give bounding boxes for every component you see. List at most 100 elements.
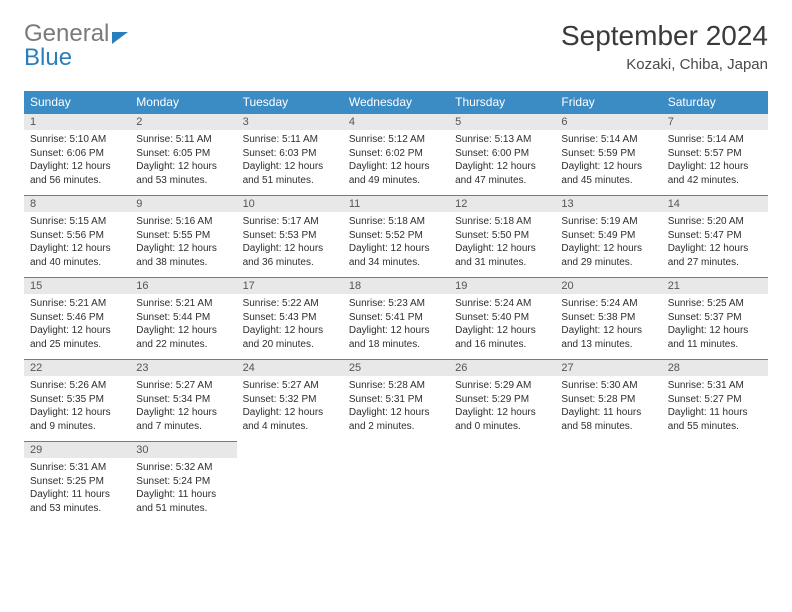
day-line-d1: Daylight: 12 hours [243, 242, 337, 256]
day-number: 5 [449, 114, 555, 130]
day-details: Sunrise: 5:24 AMSunset: 5:40 PMDaylight:… [449, 294, 555, 355]
day-line-ss: Sunset: 5:53 PM [243, 229, 337, 243]
day-line-ss: Sunset: 5:40 PM [455, 311, 549, 325]
calendar-day-cell: 26Sunrise: 5:29 AMSunset: 5:29 PMDayligh… [449, 360, 555, 442]
day-number: 27 [555, 360, 661, 376]
day-line-sr: Sunrise: 5:18 AM [349, 215, 443, 229]
day-line-ss: Sunset: 6:03 PM [243, 147, 337, 161]
calendar-week-row: 29Sunrise: 5:31 AMSunset: 5:25 PMDayligh… [24, 442, 768, 524]
day-line-ss: Sunset: 5:56 PM [30, 229, 124, 243]
day-number: 15 [24, 278, 130, 294]
day-details: Sunrise: 5:15 AMSunset: 5:56 PMDaylight:… [24, 212, 130, 273]
day-line-sr: Sunrise: 5:24 AM [561, 297, 655, 311]
day-line-sr: Sunrise: 5:17 AM [243, 215, 337, 229]
day-line-d1: Daylight: 12 hours [349, 324, 443, 338]
day-details: Sunrise: 5:25 AMSunset: 5:37 PMDaylight:… [662, 294, 768, 355]
calendar-day-cell: 2Sunrise: 5:11 AMSunset: 6:05 PMDaylight… [130, 114, 236, 196]
day-line-d2: and 7 minutes. [136, 420, 230, 434]
day-line-ss: Sunset: 6:00 PM [455, 147, 549, 161]
day-line-d2: and 20 minutes. [243, 338, 337, 352]
day-line-sr: Sunrise: 5:18 AM [455, 215, 549, 229]
day-line-sr: Sunrise: 5:21 AM [136, 297, 230, 311]
calendar-table: SundayMondayTuesdayWednesdayThursdayFrid… [24, 91, 768, 524]
calendar-day-cell: 9Sunrise: 5:16 AMSunset: 5:55 PMDaylight… [130, 196, 236, 278]
day-number: 3 [237, 114, 343, 130]
day-line-ss: Sunset: 5:46 PM [30, 311, 124, 325]
day-details: Sunrise: 5:27 AMSunset: 5:34 PMDaylight:… [130, 376, 236, 437]
day-line-ss: Sunset: 5:28 PM [561, 393, 655, 407]
day-details: Sunrise: 5:31 AMSunset: 5:27 PMDaylight:… [662, 376, 768, 437]
day-number: 25 [343, 360, 449, 376]
day-line-d1: Daylight: 12 hours [455, 160, 549, 174]
day-line-d1: Daylight: 12 hours [668, 324, 762, 338]
day-line-d2: and 11 minutes. [668, 338, 762, 352]
calendar-day-cell: 20Sunrise: 5:24 AMSunset: 5:38 PMDayligh… [555, 278, 661, 360]
calendar-day-cell: 29Sunrise: 5:31 AMSunset: 5:25 PMDayligh… [24, 442, 130, 524]
day-line-ss: Sunset: 5:25 PM [30, 475, 124, 489]
day-number: 20 [555, 278, 661, 294]
calendar-day-cell: 8Sunrise: 5:15 AMSunset: 5:56 PMDaylight… [24, 196, 130, 278]
weekday-header: Friday [555, 91, 661, 114]
calendar-day-cell: 30Sunrise: 5:32 AMSunset: 5:24 PMDayligh… [130, 442, 236, 524]
day-line-sr: Sunrise: 5:15 AM [30, 215, 124, 229]
day-details: Sunrise: 5:23 AMSunset: 5:41 PMDaylight:… [343, 294, 449, 355]
day-line-sr: Sunrise: 5:25 AM [668, 297, 762, 311]
day-line-d2: and 29 minutes. [561, 256, 655, 270]
day-line-d2: and 45 minutes. [561, 174, 655, 188]
title-block: September 2024 Kozaki, Chiba, Japan [561, 20, 768, 73]
day-number: 16 [130, 278, 236, 294]
day-line-sr: Sunrise: 5:32 AM [136, 461, 230, 475]
day-details: Sunrise: 5:26 AMSunset: 5:35 PMDaylight:… [24, 376, 130, 437]
day-details: Sunrise: 5:16 AMSunset: 5:55 PMDaylight:… [130, 212, 236, 273]
day-number: 11 [343, 196, 449, 212]
calendar-day-cell: 21Sunrise: 5:25 AMSunset: 5:37 PMDayligh… [662, 278, 768, 360]
day-line-sr: Sunrise: 5:23 AM [349, 297, 443, 311]
day-details: Sunrise: 5:20 AMSunset: 5:47 PMDaylight:… [662, 212, 768, 273]
day-line-d2: and 27 minutes. [668, 256, 762, 270]
weekday-header: Thursday [449, 91, 555, 114]
calendar-day-cell: 27Sunrise: 5:30 AMSunset: 5:28 PMDayligh… [555, 360, 661, 442]
day-line-ss: Sunset: 5:43 PM [243, 311, 337, 325]
calendar-day-cell: 14Sunrise: 5:20 AMSunset: 5:47 PMDayligh… [662, 196, 768, 278]
month-title: September 2024 [561, 20, 768, 52]
day-line-d2: and 51 minutes. [243, 174, 337, 188]
day-line-d1: Daylight: 12 hours [668, 242, 762, 256]
day-line-sr: Sunrise: 5:21 AM [30, 297, 124, 311]
day-details: Sunrise: 5:12 AMSunset: 6:02 PMDaylight:… [343, 130, 449, 191]
calendar-day-cell: 15Sunrise: 5:21 AMSunset: 5:46 PMDayligh… [24, 278, 130, 360]
day-line-d1: Daylight: 12 hours [136, 324, 230, 338]
day-details: Sunrise: 5:29 AMSunset: 5:29 PMDaylight:… [449, 376, 555, 437]
day-line-ss: Sunset: 5:32 PM [243, 393, 337, 407]
day-line-d2: and 13 minutes. [561, 338, 655, 352]
day-line-d2: and 22 minutes. [136, 338, 230, 352]
day-line-d2: and 55 minutes. [668, 420, 762, 434]
day-number: 7 [662, 114, 768, 130]
day-line-ss: Sunset: 5:37 PM [668, 311, 762, 325]
day-line-sr: Sunrise: 5:28 AM [349, 379, 443, 393]
calendar-day-cell: 6Sunrise: 5:14 AMSunset: 5:59 PMDaylight… [555, 114, 661, 196]
day-line-ss: Sunset: 6:06 PM [30, 147, 124, 161]
calendar-week-row: 8Sunrise: 5:15 AMSunset: 5:56 PMDaylight… [24, 196, 768, 278]
day-line-ss: Sunset: 6:05 PM [136, 147, 230, 161]
day-line-sr: Sunrise: 5:14 AM [561, 133, 655, 147]
calendar-day-cell: 11Sunrise: 5:18 AMSunset: 5:52 PMDayligh… [343, 196, 449, 278]
day-line-ss: Sunset: 6:02 PM [349, 147, 443, 161]
brand-part2: Blue [24, 44, 72, 71]
day-line-d2: and 0 minutes. [455, 420, 549, 434]
calendar-day-cell: 10Sunrise: 5:17 AMSunset: 5:53 PMDayligh… [237, 196, 343, 278]
weekday-header: Wednesday [343, 91, 449, 114]
calendar-week-row: 15Sunrise: 5:21 AMSunset: 5:46 PMDayligh… [24, 278, 768, 360]
day-number: 19 [449, 278, 555, 294]
day-number: 9 [130, 196, 236, 212]
day-line-sr: Sunrise: 5:31 AM [668, 379, 762, 393]
calendar-day-cell: 24Sunrise: 5:27 AMSunset: 5:32 PMDayligh… [237, 360, 343, 442]
day-line-d1: Daylight: 11 hours [30, 488, 124, 502]
day-details: Sunrise: 5:11 AMSunset: 6:03 PMDaylight:… [237, 130, 343, 191]
day-details: Sunrise: 5:18 AMSunset: 5:52 PMDaylight:… [343, 212, 449, 273]
day-line-ss: Sunset: 5:38 PM [561, 311, 655, 325]
day-line-d1: Daylight: 12 hours [349, 160, 443, 174]
day-line-ss: Sunset: 5:29 PM [455, 393, 549, 407]
day-details: Sunrise: 5:21 AMSunset: 5:46 PMDaylight:… [24, 294, 130, 355]
day-line-ss: Sunset: 5:34 PM [136, 393, 230, 407]
calendar-day-cell: 22Sunrise: 5:26 AMSunset: 5:35 PMDayligh… [24, 360, 130, 442]
